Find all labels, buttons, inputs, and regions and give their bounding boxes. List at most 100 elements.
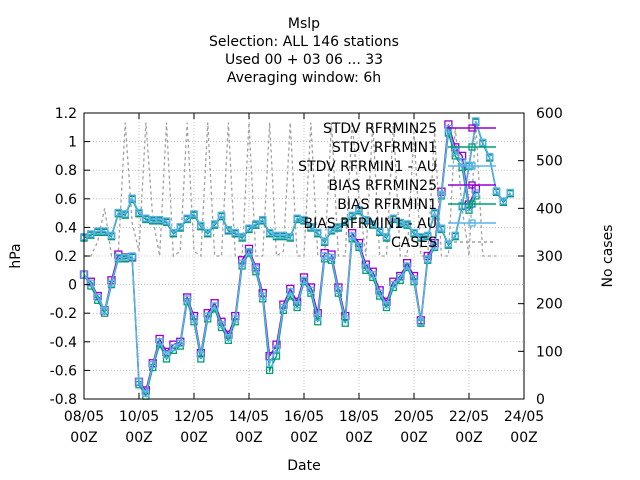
y2-axis-label: No cases xyxy=(600,225,616,288)
y-tick-label: 0.6 xyxy=(55,192,77,208)
y-tick-label: -0.6 xyxy=(50,363,77,379)
stdv-rfrmin1-au-point xyxy=(389,214,398,222)
bias-rfrmin1-au-point xyxy=(231,315,239,323)
y-tick-label: -0.4 xyxy=(50,335,77,351)
bias-rfrmin1-au-point xyxy=(327,253,336,262)
stdv-rfrmin1-au-point xyxy=(362,215,370,224)
stdv-rfrmin1-au-point xyxy=(183,214,191,222)
x-tick-label: 10/05 00Z xyxy=(119,409,159,446)
bias-rfrmin1-au-point xyxy=(403,262,411,270)
bias-rfrmin1-au-point xyxy=(341,315,349,323)
y-tick-label: 1.2 xyxy=(55,106,77,122)
stdv-rfrmin1-au-point xyxy=(107,231,116,239)
title-line-3: Averaging window: 6h xyxy=(227,70,381,86)
bias-rfrmin1-au-point xyxy=(87,279,95,287)
legend-label: STDV RFRMIN1 xyxy=(332,140,437,156)
bias-rfrmin1-au-line xyxy=(83,128,477,396)
bias-rfrmin1-au-point xyxy=(279,303,288,312)
title-line-0: Mslp xyxy=(288,16,320,32)
title-line-2: Used 00 + 03 06 ... 33 xyxy=(225,52,383,68)
y-tick-label: -0.8 xyxy=(50,392,77,408)
x-tick-label: 18/05 00Z xyxy=(339,409,379,446)
bias-rfrmin1-au-point xyxy=(204,312,212,320)
stdv-rfrmin1-au-point xyxy=(424,231,432,239)
x-tick-label: 12/05 00Z xyxy=(174,409,214,446)
legend-swatch-marker xyxy=(468,219,476,227)
stdv-rfrmin1-au-point xyxy=(190,210,198,218)
bias-rfrmin1-au-point xyxy=(389,280,398,289)
x-tick-label: 24/05 00Z xyxy=(504,409,544,446)
bias-rfrmin1-point xyxy=(162,355,171,363)
bias-rfrmin1-au-point xyxy=(197,351,205,359)
bias-rfrmin1-au-point xyxy=(458,157,466,166)
stdv-rfrmin1-au-point xyxy=(506,188,514,197)
legend-swatch-marker xyxy=(468,143,476,151)
stdv-rfrmin1-au-point xyxy=(128,194,136,202)
stdv-rfrmin1-au-point xyxy=(286,233,294,241)
legend-swatch-marker xyxy=(468,124,476,132)
bias-rfrmin1-au-point xyxy=(245,248,253,256)
bias-rfrmin1-point xyxy=(265,366,274,375)
legend-swatch-marker xyxy=(468,200,476,208)
bias-rfrmin1-au-point xyxy=(362,263,370,272)
axis-ticks: 08/05 00Z 10/05 00Z 12/05 00Z 14/05 00Z 16/05 00Z… xyxy=(50,106,563,446)
stdv-rfrmin1-au-point xyxy=(327,225,336,234)
stdv-rfrmin1-au-point xyxy=(87,230,95,238)
bias-rfrmin1-au-point xyxy=(444,125,453,133)
bias-rfrmin1-au-point xyxy=(107,279,116,287)
x-tick-label: 14/05 00Z xyxy=(229,409,269,446)
bias-rfrmin1-au-point xyxy=(238,259,246,267)
bias-rfrmin1-au-point xyxy=(135,378,143,386)
bias-rfrmin1-au-point xyxy=(396,273,404,282)
y2-tick-label: 400 xyxy=(536,201,563,217)
y2-tick-label: 200 xyxy=(536,297,563,313)
legend: STDV RFRMIN25 STDV RFRMIN1 STDV RFRMIN1 - … xyxy=(298,121,496,251)
bias-rfrmin1-au-point xyxy=(286,288,294,296)
stdv-rfrmin1-au-point xyxy=(217,211,226,219)
bias-rfrmin1-au-point xyxy=(437,190,446,199)
stdv-rfrmin1-au-point xyxy=(94,227,102,235)
bias-rfrmin1-au-point xyxy=(121,253,129,262)
legend-label: STDV RFRMIN1 - AU xyxy=(298,159,437,175)
bias-rfrmin1-au-point xyxy=(149,361,157,369)
bias-rfrmin1-au-point xyxy=(155,338,164,346)
bias-rfrmin1-au-point xyxy=(210,302,219,310)
stdv-rfrmin1-au-point xyxy=(485,152,494,161)
bias-rfrmin1-au-point xyxy=(410,275,418,283)
bias-rfrmin1-au-point xyxy=(259,292,267,300)
x-tick-label: 20/05 00Z xyxy=(394,409,434,446)
bias-rfrmin1-au-point xyxy=(217,320,226,329)
stdv-rfrmin1-au-point xyxy=(204,228,212,237)
bias-rfrmin1-au-point xyxy=(472,189,480,197)
y-tick-label: 0.2 xyxy=(55,249,77,265)
stdv-rfrmin1-au-point xyxy=(293,214,301,222)
bias-rfrmin1-point xyxy=(341,319,349,327)
bias-rfrmin1-au-point xyxy=(169,343,178,352)
stdv-rfrmin1-au-point xyxy=(149,215,157,224)
bias-rfrmin1-au-point xyxy=(348,232,356,240)
bias-rfrmin1-au-point xyxy=(430,242,439,250)
bias-rfrmin1-au-point xyxy=(369,270,377,279)
stdv-rfrmin1-au-point xyxy=(114,208,123,217)
bias-rfrmin1-point xyxy=(314,318,322,326)
stdv-rfrmin1-au-point xyxy=(396,218,404,227)
stdv-rfrmin1-au-point xyxy=(155,215,164,224)
bias-rfrmin1-au-point xyxy=(375,289,384,297)
stdv-rfrmin1-au-point xyxy=(403,220,411,228)
stdv-rfrmin1-au-point xyxy=(224,225,233,234)
legend-label: STDV RFRMIN25 xyxy=(323,121,437,137)
bias-rfrmin1-au-point xyxy=(293,300,301,309)
stdv-rfrmin1-au-point xyxy=(272,231,281,239)
y-tick-label: 1 xyxy=(68,135,77,151)
y-tick-label: 0 xyxy=(68,278,77,294)
bias-rfrmin1-au-point xyxy=(307,286,315,294)
title-line-1: Selection: ALL 146 stations xyxy=(209,34,399,50)
chart-title: Mslp Selection: ALL 146 stations Used 00 +… xyxy=(209,16,399,86)
legend-label: BIAS RFRMIN1 - AU xyxy=(303,216,437,232)
bias-rfrmin1-au-point xyxy=(100,306,109,314)
stdv-rfrmin1-au-point xyxy=(135,208,143,217)
y-tick-label: 0.8 xyxy=(55,163,77,179)
y2-tick-label: 0 xyxy=(536,392,545,408)
stdv-rfrmin1-au-point xyxy=(279,231,288,239)
legend-label: BIAS RFRMIN25 xyxy=(328,178,437,194)
